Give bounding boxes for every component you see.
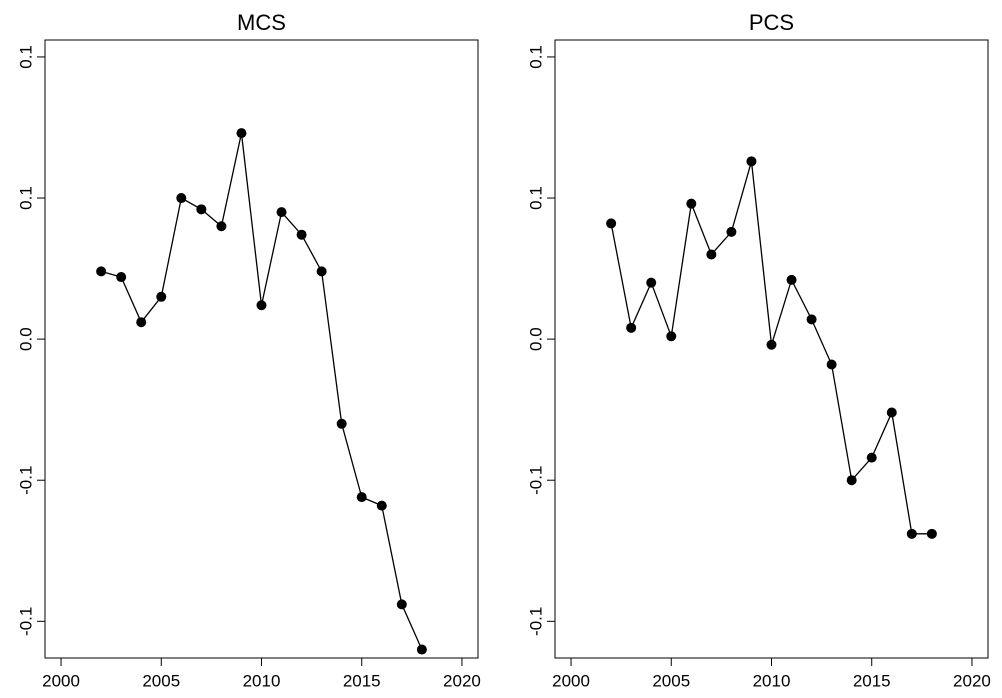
point [316,266,327,277]
point [416,644,427,655]
point [256,300,267,311]
y-tick-label: 0.1 [16,186,35,210]
point [176,193,187,204]
y-tick-label: 0.0 [526,327,545,351]
point [926,528,937,539]
point [136,317,147,328]
y-tick-label: 0.1 [526,45,545,69]
point [906,528,917,539]
point [766,339,777,350]
x-tick-label: 2005 [142,671,180,690]
point [866,452,877,463]
plot-frame [44,39,479,659]
point [276,207,287,218]
chart-title: PCS [749,10,794,35]
chart-title: MCS [237,10,286,35]
point [826,359,837,370]
point [786,274,797,285]
y-tick-label: -0.1 [526,607,545,636]
point [96,266,107,277]
point [646,277,657,288]
point [666,331,677,342]
point [196,204,207,215]
point [706,249,717,260]
point [606,218,617,229]
point [726,226,737,237]
x-tick-label: 2010 [243,671,281,690]
point [396,599,407,610]
point [806,314,817,325]
y-tick-label: -0.1 [16,607,35,636]
x-tick-label: 2000 [42,671,80,690]
y-tick-label: -0.1 [16,466,35,495]
series-line [100,132,423,650]
point [116,272,127,283]
x-tick-label: 2015 [343,671,381,690]
point [886,407,897,418]
x-tick-label: 2005 [652,671,690,690]
point [336,418,347,429]
point [296,229,307,240]
point [746,156,757,167]
point [156,291,167,302]
y-tick-label: 0.0 [16,327,35,351]
point [376,500,387,511]
x-tick-label: 2020 [953,671,991,690]
y-tick-label: -0.1 [526,466,545,495]
point [356,492,367,503]
y-tick-label: 0.1 [16,45,35,69]
point [236,128,247,139]
point [846,475,857,486]
point [686,198,697,209]
x-tick-label: 2015 [853,671,891,690]
point [626,322,637,333]
point [216,221,227,232]
x-tick-label: 2000 [552,671,590,690]
y-tick-label: 0.1 [526,186,545,210]
x-tick-label: 2010 [753,671,791,690]
x-tick-label: 2020 [443,671,481,690]
